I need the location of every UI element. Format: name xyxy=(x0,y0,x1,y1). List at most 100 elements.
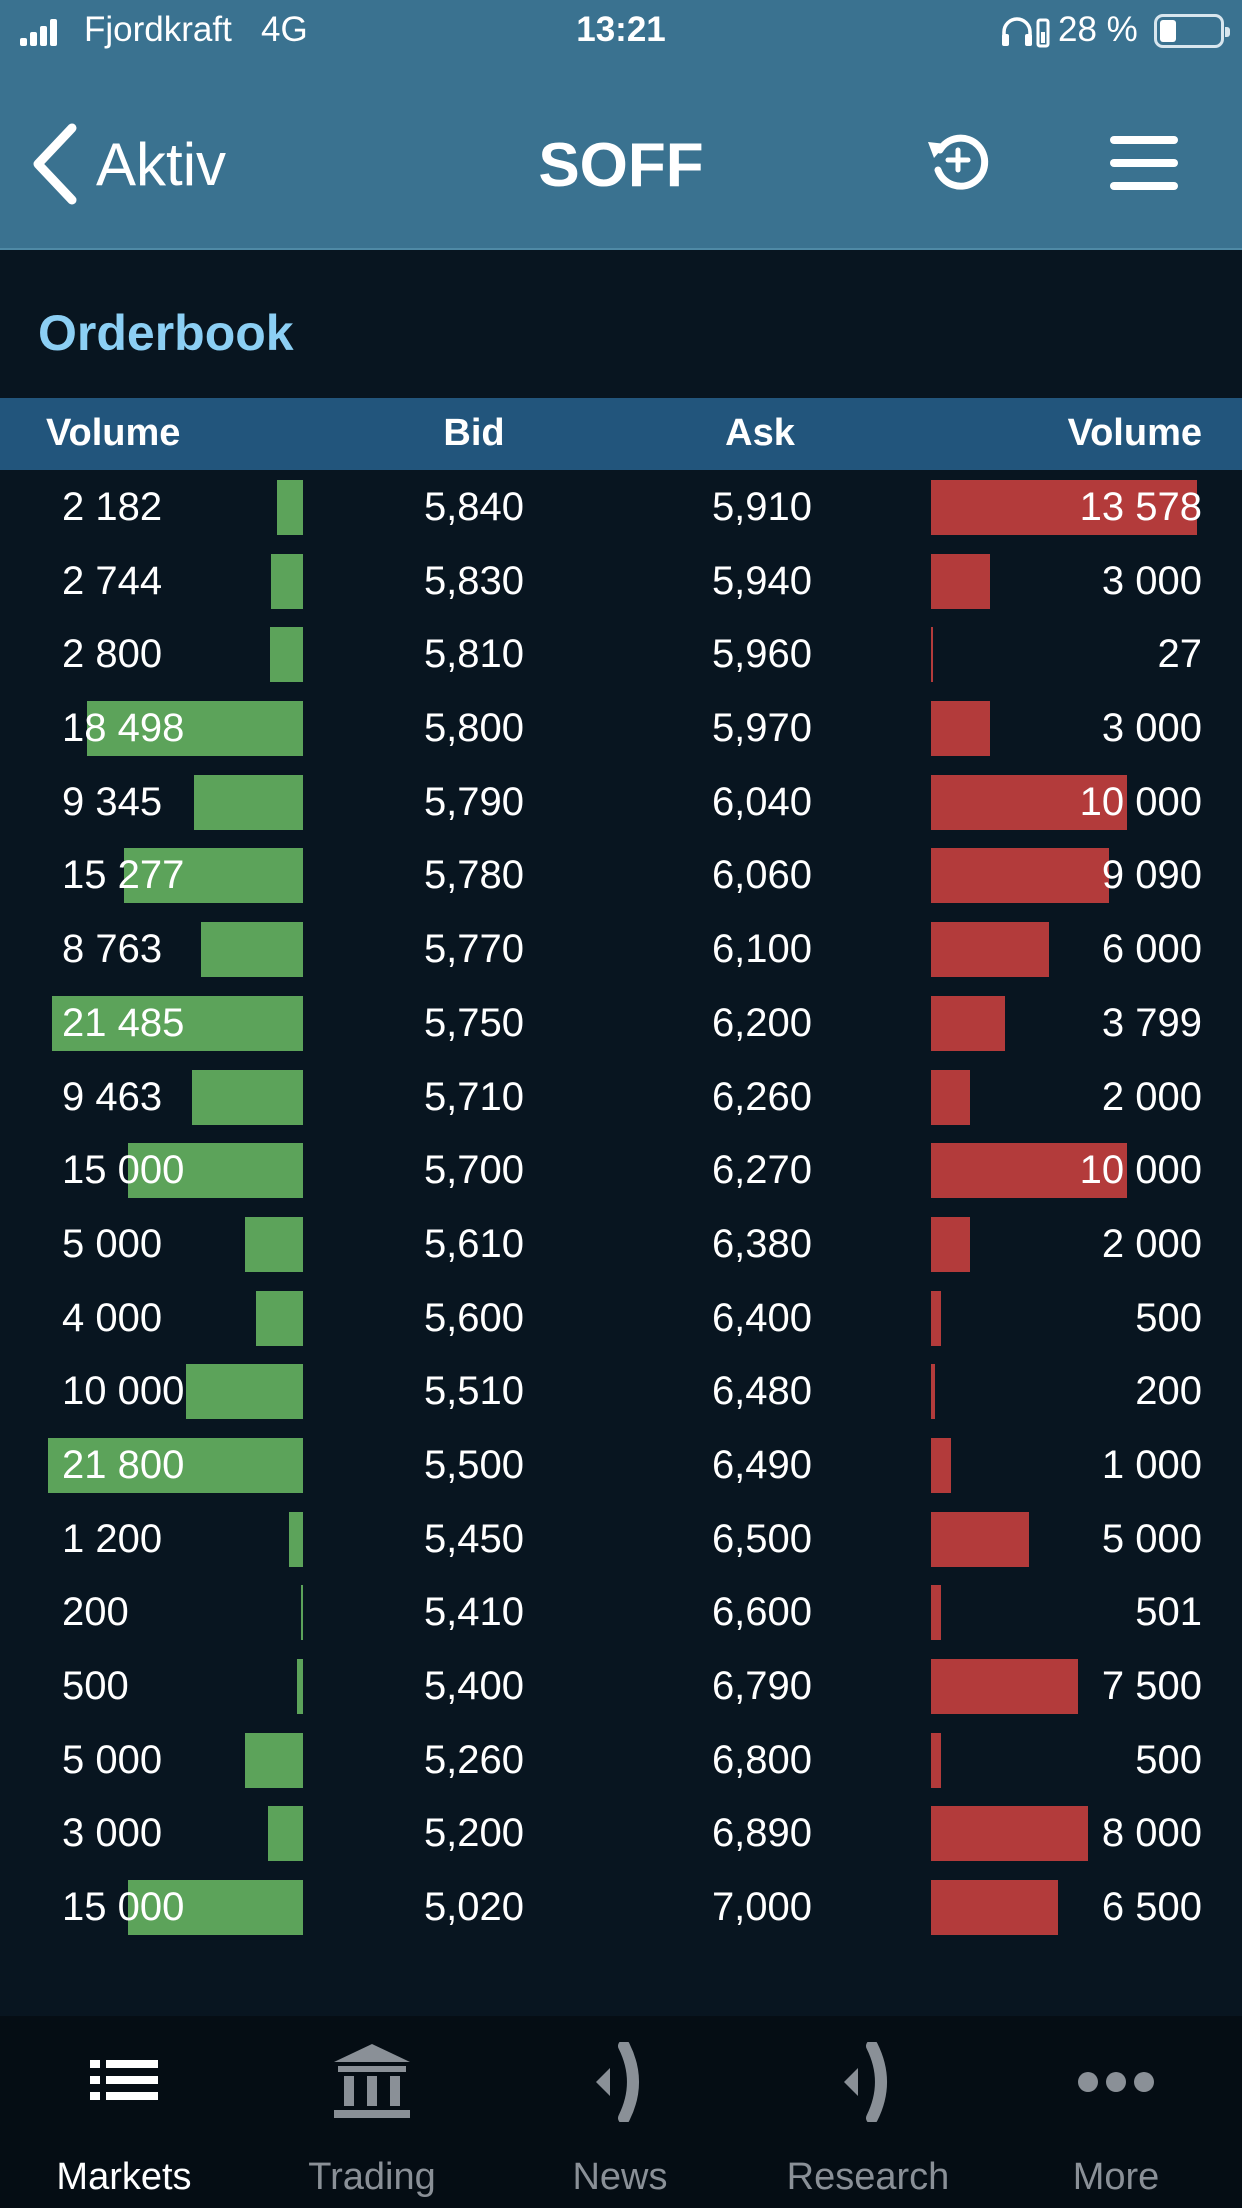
ask-price: 5,960 xyxy=(711,632,813,677)
ask-price: 6,500 xyxy=(711,1516,813,1561)
bid-volume-bar xyxy=(297,1659,303,1714)
bid-volume-bar xyxy=(267,1806,303,1862)
bid-price: 5,400 xyxy=(423,1664,525,1708)
speaker-icon xyxy=(596,2042,639,2122)
bid-volume-bar xyxy=(124,848,303,904)
orderbook-row[interactable]: 15 000 5,020 7,000 6 500 xyxy=(0,1871,1242,1945)
tab-label: News xyxy=(572,2156,668,2198)
bid-price: 5,830 xyxy=(423,558,525,603)
ask-volume-bar xyxy=(931,1806,1088,1862)
headphones-icon xyxy=(1002,17,1050,48)
bid-volume: 5 000 xyxy=(62,1221,163,1266)
orderbook-row[interactable]: 4 000 5,600 6,400 500 xyxy=(0,1282,1242,1356)
ask-price: 6,270 xyxy=(711,1148,813,1193)
bid-price: 5,200 xyxy=(423,1811,525,1856)
orderbook-row[interactable]: 21 485 5,750 6,200 3 799 xyxy=(0,987,1242,1061)
orderbook-row[interactable]: 9 463 5,710 6,260 2 000 xyxy=(0,1061,1242,1135)
header-ask: Ask xyxy=(725,412,795,454)
bid-volume: 18 498 xyxy=(62,706,185,751)
orderbook-row[interactable]: 2 182 5,840 5,910 13 578 xyxy=(0,471,1242,545)
bid-price: 5,260 xyxy=(423,1737,525,1782)
ask-volume: 2 000 xyxy=(1101,1074,1202,1119)
tab-trading[interactable]: Trading xyxy=(248,2016,496,2208)
ask-price: 7,000 xyxy=(711,1885,813,1930)
hamburger-menu-icon[interactable] xyxy=(1110,136,1178,190)
orderbook-row[interactable]: 5 000 5,610 6,380 2 000 xyxy=(0,1208,1242,1282)
ask-volume: 6 500 xyxy=(1101,1885,1202,1930)
orderbook-row[interactable]: 2 800 5,810 5,960 27 xyxy=(0,618,1242,692)
orderbook-row[interactable]: 500 5,400 6,790 7 500 xyxy=(0,1650,1242,1724)
ask-price: 6,890 xyxy=(711,1811,813,1856)
orderbook-row[interactable]: 5 000 5,260 6,800 500 xyxy=(0,1724,1242,1798)
ask-volume: 3 000 xyxy=(1101,706,1202,751)
bid-volume-bar xyxy=(288,1511,303,1567)
ask-volume-bar xyxy=(931,1069,971,1125)
ask-volume: 500 xyxy=(1135,1737,1202,1782)
orderbook-row[interactable]: 1 200 5,450 6,500 5 000 xyxy=(0,1503,1242,1577)
orderbook-row[interactable]: 15 277 5,780 6,060 9 090 xyxy=(0,839,1242,913)
ask-volume-bar xyxy=(931,1659,1078,1714)
ask-price: 6,490 xyxy=(711,1442,813,1487)
ask-volume-bar xyxy=(931,1290,941,1346)
network-type: 4G xyxy=(261,10,308,49)
tab-research[interactable]: Research xyxy=(744,2016,992,2208)
orderbook-row[interactable]: 3 000 5,200 6,890 8 000 xyxy=(0,1797,1242,1871)
ask-price: 6,480 xyxy=(711,1369,813,1414)
tab-markets[interactable]: Markets xyxy=(0,2016,248,2208)
ask-volume-bar xyxy=(931,774,1127,830)
refresh-icon[interactable] xyxy=(924,130,992,198)
ask-price: 6,800 xyxy=(711,1737,813,1782)
tab-bar: Markets Trading News Research xyxy=(0,2016,1242,2208)
orderbook-row[interactable]: 18 498 5,800 5,970 3 000 xyxy=(0,692,1242,766)
ask-price: 5,970 xyxy=(711,706,813,751)
ask-volume-bar xyxy=(931,1364,935,1420)
bid-volume-bar xyxy=(200,922,303,978)
ask-volume-bar xyxy=(931,848,1110,904)
ask-price: 6,200 xyxy=(711,1000,813,1045)
ask-volume-bar xyxy=(931,1511,1029,1567)
page-title: SOFF xyxy=(538,131,704,200)
ask-volume: 9 090 xyxy=(1101,853,1202,898)
orderbook-row[interactable]: 10 000 5,510 6,480 200 xyxy=(0,1355,1242,1429)
back-button[interactable]: Aktiv xyxy=(30,116,226,212)
tab-label: More xyxy=(1072,2156,1160,2198)
column-header: Volume Bid Ask Volume xyxy=(0,398,1242,470)
orderbook-row[interactable]: 15 000 5,700 6,270 10 000 xyxy=(0,1134,1242,1208)
signal-strength-icon xyxy=(20,18,58,46)
bid-volume-bar xyxy=(186,1364,303,1420)
ask-price: 6,060 xyxy=(711,853,813,898)
tab-label: Research xyxy=(786,2156,950,2198)
speaker-icon xyxy=(844,2042,887,2122)
ask-volume-bar xyxy=(931,480,1197,535)
header-bid-volume: Volume xyxy=(46,412,181,454)
ask-price: 6,600 xyxy=(711,1590,813,1635)
tab-news[interactable]: News xyxy=(496,2016,744,2208)
orderbook-row[interactable]: 21 800 5,500 6,490 1 000 xyxy=(0,1429,1242,1503)
bid-volume: 1 200 xyxy=(62,1516,163,1561)
ask-price: 6,380 xyxy=(711,1221,813,1266)
header-bid: Bid xyxy=(443,412,505,454)
ask-volume: 13 578 xyxy=(1079,485,1202,529)
bid-volume: 200 xyxy=(62,1590,129,1635)
ask-price: 5,940 xyxy=(711,558,813,603)
ask-price: 6,040 xyxy=(711,779,813,824)
ask-volume: 10 000 xyxy=(1079,779,1202,824)
ask-volume: 5 000 xyxy=(1101,1516,1202,1561)
orderbook-row[interactable]: 2 744 5,830 5,940 3 000 xyxy=(0,545,1242,619)
bid-volume: 21 485 xyxy=(62,1000,185,1045)
ask-volume: 10 000 xyxy=(1079,1148,1202,1193)
tab-more[interactable]: More xyxy=(992,2016,1240,2208)
tab-label: Markets xyxy=(56,2156,192,2198)
bid-price: 5,600 xyxy=(423,1295,525,1340)
ask-volume-bar xyxy=(931,995,1006,1051)
ask-volume-bar xyxy=(931,1437,951,1493)
bid-price: 5,810 xyxy=(423,632,525,677)
bid-volume-bar xyxy=(256,1290,303,1346)
bid-volume-bar xyxy=(277,480,303,535)
orderbook-row[interactable]: 9 345 5,790 6,040 10 000 xyxy=(0,766,1242,840)
bid-volume-bar xyxy=(193,774,303,830)
chevron-left-icon xyxy=(33,123,77,205)
orderbook-row[interactable]: 8 763 5,770 6,100 6 000 xyxy=(0,913,1242,987)
orderbook-row[interactable]: 200 5,410 6,600 501 xyxy=(0,1576,1242,1650)
bid-price: 5,700 xyxy=(423,1148,525,1193)
